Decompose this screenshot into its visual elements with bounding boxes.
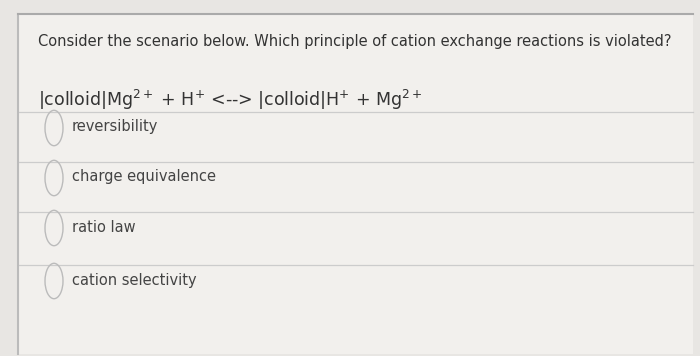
Text: cation selectivity: cation selectivity — [72, 272, 197, 288]
Text: Consider the scenario below. Which principle of cation exchange reactions is vio: Consider the scenario below. Which princ… — [38, 34, 671, 49]
Text: reversibility: reversibility — [72, 120, 158, 135]
Text: |colloid|Mg$^{2+}$ + H$^{+}$ <--> |colloid|H$^{+}$ + Mg$^{2+}$: |colloid|Mg$^{2+}$ + H$^{+}$ <--> |collo… — [38, 88, 422, 112]
FancyBboxPatch shape — [18, 14, 693, 354]
Text: charge equivalence: charge equivalence — [72, 169, 216, 184]
Text: ratio law: ratio law — [72, 220, 136, 235]
